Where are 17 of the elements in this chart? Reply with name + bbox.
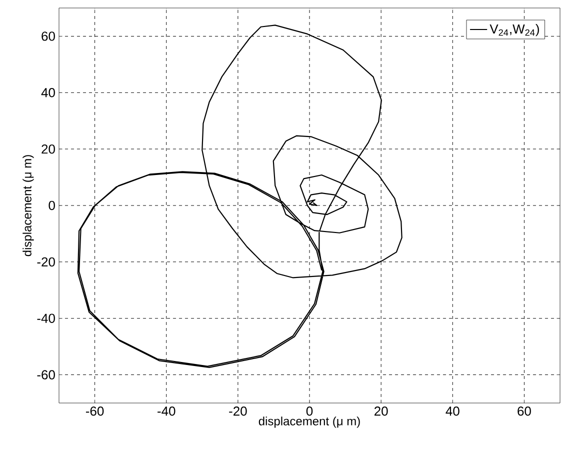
y-axis-title: displacement (μ m) <box>22 155 34 256</box>
x-tick-label: 0 <box>306 406 313 416</box>
y-tick-label: 0 <box>48 200 55 210</box>
legend-label: V$_{24}$,W$_{24}$) <box>490 24 539 36</box>
x-tick-label: -20 <box>229 406 247 416</box>
y-tick-label: 20 <box>42 144 55 154</box>
y-tick-label: 60 <box>42 32 55 41</box>
y-tick-label: 40 <box>41 88 55 98</box>
y-tick-label: -40 <box>37 314 55 323</box>
x-tick-label: 20 <box>374 406 388 416</box>
x-tick-label: 60 <box>518 406 531 416</box>
x-tick-label: -60 <box>86 406 104 416</box>
x-tick-label: 40 <box>446 406 460 416</box>
x-axis-title: displacement (μ m) <box>258 416 360 428</box>
y-tick-label: -20 <box>37 257 55 267</box>
y-tick-label: -60 <box>37 370 55 380</box>
x-tick-label: -40 <box>158 406 176 416</box>
